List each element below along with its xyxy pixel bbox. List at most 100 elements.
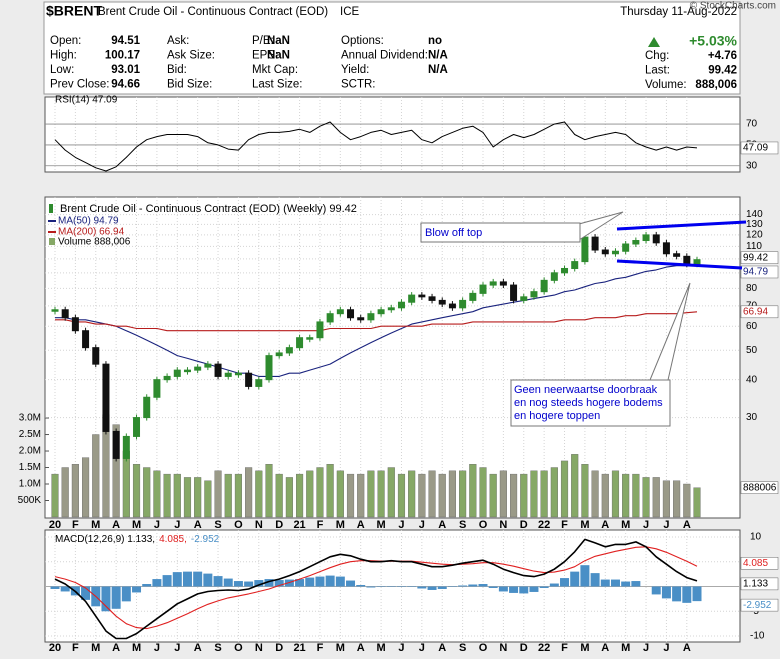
x-tick-label: 22 <box>538 642 550 654</box>
x-tick-label: A <box>112 642 120 654</box>
candle <box>479 284 487 294</box>
legend-entry: MA(50) 94.79 <box>58 216 119 227</box>
field-value: N/A <box>428 50 448 62</box>
candle <box>285 347 293 354</box>
volume-bar <box>336 470 344 518</box>
volume-bar <box>438 473 446 518</box>
volume-tick-label: 500K <box>18 495 42 506</box>
candle <box>408 294 416 303</box>
volume-last-bg <box>740 481 779 494</box>
price-last-bg <box>740 251 779 264</box>
candle <box>367 313 375 321</box>
volume-bar <box>622 473 630 518</box>
y-tick-label: 80 <box>746 283 758 294</box>
histogram-bar <box>519 586 529 594</box>
histogram-bar <box>590 573 600 587</box>
volume-bar <box>418 473 426 518</box>
histogram-bar <box>162 575 172 587</box>
x-tick-label: O <box>234 519 243 531</box>
x-tick-label: A <box>683 519 691 531</box>
volume-bar <box>71 464 79 518</box>
field-label: Low: <box>50 64 74 76</box>
candle <box>693 259 701 265</box>
candle <box>510 284 518 301</box>
volume-bar <box>408 470 416 518</box>
volume-bar <box>285 477 293 518</box>
macd-label-part: -2.952 <box>191 534 220 545</box>
volume-bar <box>377 470 385 518</box>
instrument-name: Brent Crude Oil - Continuous Contract (E… <box>98 6 328 18</box>
field-label: Last Size: <box>252 79 303 91</box>
x-tick-label: A <box>112 519 120 531</box>
x-tick-label: M <box>336 642 345 654</box>
field-label: Ask: <box>167 35 189 47</box>
histogram-bar <box>182 571 192 587</box>
histogram-bar <box>305 577 315 587</box>
x-tick-label: J <box>419 519 425 531</box>
x-tick-label: J <box>398 642 404 654</box>
histogram-bar <box>458 585 468 587</box>
volume-bar <box>214 470 222 518</box>
histogram-bar <box>335 576 345 587</box>
candle <box>306 337 314 340</box>
histogram-bar <box>193 571 203 587</box>
volume-bar <box>632 473 640 518</box>
volume-bar <box>479 467 487 518</box>
candle <box>214 363 222 377</box>
candle <box>591 236 599 251</box>
rsi-label: RSI(14) 47.09 <box>55 95 118 106</box>
histogram-bar <box>244 581 254 587</box>
field-label: Yield: <box>341 64 369 76</box>
x-tick-label: A <box>601 642 609 654</box>
candle <box>571 261 579 269</box>
candle <box>133 417 141 437</box>
callout-pointer <box>649 282 691 381</box>
volume-bar <box>306 470 314 518</box>
macd-last-bg <box>740 577 779 591</box>
candle <box>438 299 446 305</box>
candle <box>459 299 467 309</box>
histogram-bar <box>600 579 610 587</box>
y-tick-label: 110 <box>746 241 762 252</box>
candle <box>336 309 344 315</box>
candle <box>418 294 426 298</box>
x-tick-label: M <box>91 642 100 654</box>
histogram-bar <box>682 586 692 603</box>
x-tick-label: D <box>275 642 283 654</box>
volume-bar <box>173 473 181 518</box>
candle <box>673 253 681 257</box>
signal-last-bg <box>740 557 779 570</box>
histogram-bar <box>121 586 131 602</box>
field-value: no <box>428 35 442 47</box>
x-tick-label: A <box>438 642 446 654</box>
hist-last-bg <box>740 598 779 612</box>
field-label: Mkt Cap: <box>252 64 298 76</box>
field-label: Volume: <box>645 79 687 91</box>
candle <box>357 317 365 321</box>
volume-bar <box>448 470 456 518</box>
volume-bar <box>428 470 436 518</box>
candle <box>347 309 355 319</box>
y-tick-label: 70 <box>746 119 758 130</box>
histogram-bar <box>570 571 580 587</box>
histogram-bar <box>274 580 284 587</box>
histogram-bar <box>529 586 539 592</box>
histogram-bar <box>478 584 488 587</box>
field-value: 99.42 <box>708 65 737 77</box>
x-tick-label: J <box>663 519 669 531</box>
histogram-bar <box>672 586 682 602</box>
histogram-bar <box>631 581 641 587</box>
x-tick-label: 20 <box>49 642 61 654</box>
histogram-bar <box>437 586 447 589</box>
volume-bar <box>397 473 406 518</box>
candle <box>102 363 110 432</box>
volume-bar <box>255 470 263 518</box>
callout-box <box>510 379 671 427</box>
volume-bar <box>234 473 242 518</box>
histogram-bar <box>101 586 111 612</box>
y-tick-label: 60 <box>746 321 758 332</box>
rsi-line <box>54 121 698 172</box>
histogram-bar <box>315 576 325 587</box>
x-tick-label: F <box>317 642 324 654</box>
volume-bar <box>346 473 355 518</box>
